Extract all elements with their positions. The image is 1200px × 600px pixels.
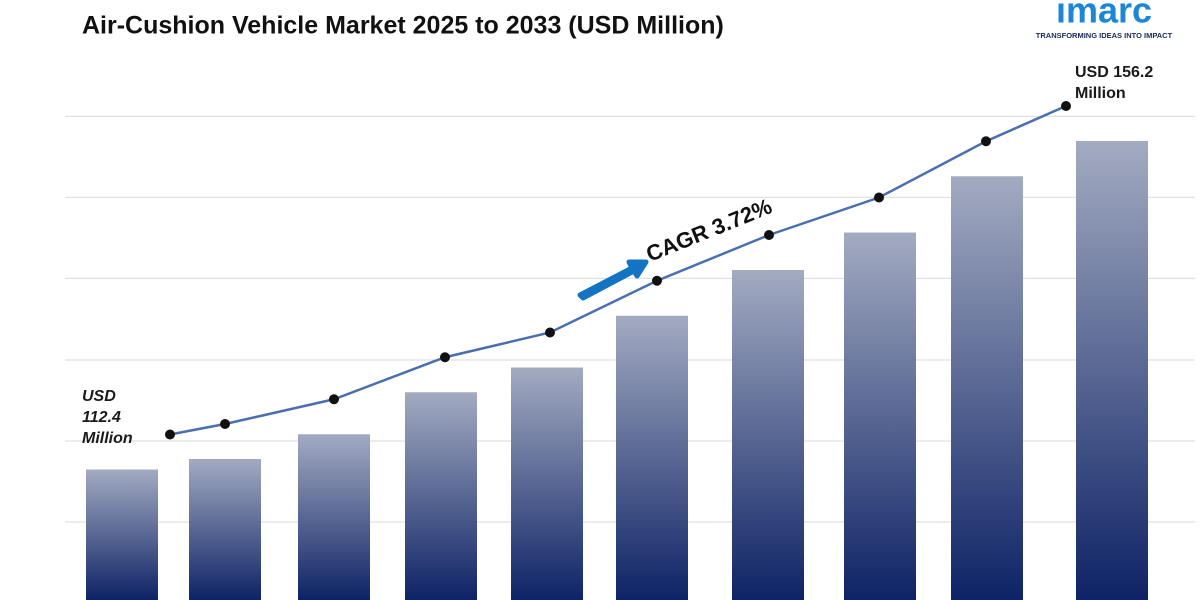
trend-point — [440, 352, 450, 363]
trend-line — [169, 104, 1067, 436]
bar — [951, 176, 1023, 600]
trend-point — [165, 429, 175, 440]
cagr-label: CAGR 3.72% — [643, 194, 776, 267]
trend-point — [545, 327, 555, 338]
trend-point — [220, 419, 230, 429]
start-value-label: USD 112.4 Million — [82, 388, 133, 447]
line-layer — [165, 101, 1071, 440]
trend-point — [764, 230, 774, 240]
trend-point — [1061, 101, 1071, 111]
trend-point — [652, 275, 662, 286]
bar — [616, 315, 688, 600]
tagline: TRANSFORMING IDEAS INTO IMPACT — [1036, 31, 1173, 40]
trend-point — [981, 136, 991, 147]
bar — [189, 459, 261, 600]
bar — [298, 434, 370, 600]
bar — [1076, 141, 1148, 600]
bar — [732, 270, 804, 600]
bar — [844, 232, 916, 600]
logo: imarc — [1056, 0, 1152, 31]
trend-point — [329, 394, 339, 405]
bars — [86, 141, 1148, 600]
bar — [86, 469, 158, 600]
trend-point — [874, 192, 884, 203]
chart-title: Air-Cushion Vehicle Market 2025 to 2033 … — [82, 12, 724, 40]
bar — [511, 367, 583, 600]
bar — [405, 392, 477, 600]
end-value-label: USD 156.2 Million — [1075, 64, 1154, 102]
cagr-arrow — [577, 259, 649, 301]
